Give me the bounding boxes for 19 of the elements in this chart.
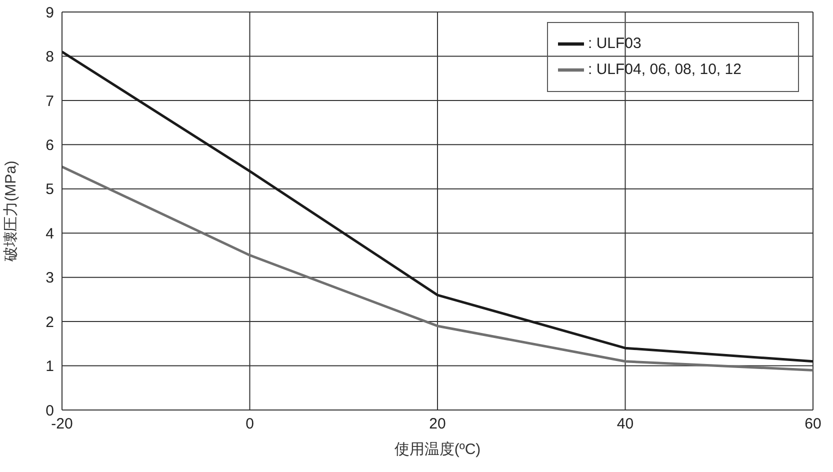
x-tick-label: 0 [246,416,254,433]
x-tick-label: 60 [804,416,822,433]
y-tick-label: 0 [46,402,54,420]
x-tick-label: -20 [51,416,73,433]
y-tick-label: 5 [46,181,54,198]
y-tick-label: 8 [46,48,54,66]
x-axis-title: 使用温度(ºC) [394,441,481,458]
y-tick-label: 7 [46,92,54,110]
y-tick-label: 1 [46,358,54,376]
x-tick-label: 20 [429,416,446,433]
y-axis-title: 破壊圧力(MPa) [2,160,20,262]
y-tick-label: 6 [46,136,54,154]
line-series [62,166,813,372]
y-tick-label: 4 [46,225,54,242]
y-tick-label: 9 [46,4,54,22]
x-tick-label: 40 [616,416,634,433]
y-tick-label: 3 [46,270,54,287]
line-series [62,50,813,363]
y-tick-label: 2 [46,314,54,331]
